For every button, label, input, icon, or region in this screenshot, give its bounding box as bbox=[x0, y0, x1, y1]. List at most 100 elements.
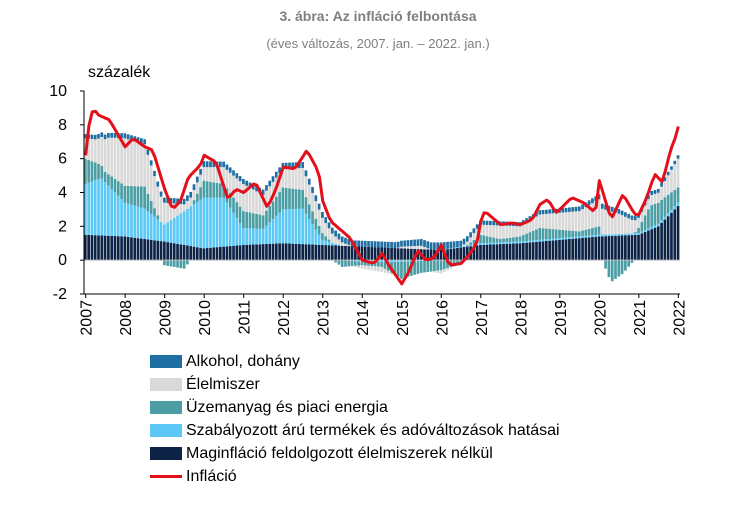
bar-segment bbox=[436, 249, 440, 261]
bar-segment bbox=[212, 161, 216, 168]
bar-segment bbox=[676, 158, 680, 188]
bar-segment bbox=[367, 265, 370, 270]
bar-segment bbox=[321, 211, 324, 218]
legend-swatch-fuel-energy bbox=[150, 401, 182, 414]
legend-label-regulated: Szabályozott árú termékek és adóváltozás… bbox=[186, 421, 560, 439]
bar-segment bbox=[215, 167, 219, 183]
bar-segment bbox=[508, 237, 512, 242]
bar-segment bbox=[663, 216, 667, 220]
x-tick-label: 2007 bbox=[79, 300, 96, 336]
bar-segment bbox=[143, 139, 146, 145]
bar-segment bbox=[327, 222, 331, 229]
bar-segment bbox=[84, 134, 87, 139]
bar-segment bbox=[577, 236, 581, 239]
bar-segment bbox=[222, 161, 225, 168]
bar-segment bbox=[518, 226, 522, 237]
bar-segment bbox=[436, 242, 440, 250]
bar-segment bbox=[604, 234, 607, 237]
bar-segment bbox=[403, 260, 407, 262]
bar-segment bbox=[498, 244, 502, 261]
bar-segment bbox=[380, 260, 384, 262]
bar-segment bbox=[317, 234, 321, 245]
bar-segment bbox=[650, 194, 654, 206]
bar-segment bbox=[205, 161, 209, 168]
bar-segment bbox=[159, 191, 163, 197]
bar-segment bbox=[650, 226, 654, 230]
bar-segment bbox=[182, 244, 186, 261]
bar-segment bbox=[433, 271, 436, 273]
bar-segment bbox=[149, 160, 153, 166]
bar-segment bbox=[87, 234, 90, 261]
bar-segment bbox=[436, 260, 440, 271]
bar-segment bbox=[409, 239, 413, 247]
bar-segment bbox=[571, 207, 575, 212]
bar-segment bbox=[377, 266, 380, 272]
y-tick-label: 6 bbox=[58, 151, 67, 168]
bar-segment bbox=[97, 235, 100, 261]
bar-segment bbox=[633, 215, 637, 221]
bar-segment bbox=[212, 167, 216, 183]
bar-segment bbox=[219, 183, 222, 198]
bar-segment bbox=[469, 244, 472, 247]
bar-segment bbox=[479, 244, 482, 261]
bar-segment bbox=[225, 202, 229, 247]
bar-segment bbox=[248, 187, 252, 213]
x-tick-label: 2015 bbox=[395, 300, 412, 336]
bar-segment bbox=[116, 195, 120, 237]
bar-segment bbox=[281, 209, 285, 244]
bar-segment bbox=[265, 210, 268, 226]
bar-segment bbox=[505, 242, 509, 244]
bar-segment bbox=[107, 137, 110, 175]
bar-segment bbox=[334, 230, 337, 237]
legend-swatch-inflation bbox=[150, 475, 182, 478]
bar-segment bbox=[650, 191, 654, 195]
y-tick-label: 0 bbox=[58, 252, 67, 269]
bar-segment bbox=[587, 200, 591, 206]
chart-subtitle: (éves változás, 2007. jan. – 2022. jan.) bbox=[266, 36, 490, 51]
bar-segment bbox=[166, 260, 170, 266]
bar-segment bbox=[307, 178, 311, 185]
bar-segment bbox=[666, 194, 670, 214]
bar-segment bbox=[558, 212, 561, 230]
bar-segment bbox=[525, 240, 528, 243]
bar-segment bbox=[195, 193, 199, 203]
bar-segment bbox=[610, 234, 614, 236]
bar-segment bbox=[581, 230, 584, 237]
bar-segment bbox=[426, 248, 430, 250]
bar-segment bbox=[235, 202, 239, 218]
bar-segment bbox=[647, 209, 650, 229]
bar-segment bbox=[544, 239, 548, 241]
bar-segment bbox=[357, 261, 360, 266]
bar-segment bbox=[97, 134, 100, 139]
bar-segment bbox=[587, 205, 591, 229]
bar-segment bbox=[577, 211, 581, 232]
bar-segment bbox=[495, 225, 499, 239]
bar-segment bbox=[143, 239, 146, 261]
bar-segment bbox=[245, 180, 249, 186]
bar-segment bbox=[462, 247, 466, 261]
bar-segment bbox=[261, 189, 265, 196]
bar-segment bbox=[163, 241, 166, 261]
bar-segment bbox=[179, 204, 183, 214]
bar-segment bbox=[396, 241, 400, 248]
bar-segment bbox=[604, 236, 607, 261]
bar-segment bbox=[222, 197, 225, 247]
bar-segment bbox=[670, 169, 673, 193]
bar-segment bbox=[373, 247, 377, 261]
bar-segment bbox=[637, 233, 640, 235]
bar-segment bbox=[449, 266, 453, 269]
bar-segment bbox=[186, 200, 189, 209]
bar-segment bbox=[215, 182, 219, 198]
bar-segment bbox=[462, 244, 466, 247]
bar-segment bbox=[512, 243, 515, 261]
bar-segment bbox=[508, 241, 512, 244]
bar-segment bbox=[360, 246, 364, 261]
bar-segment bbox=[386, 270, 390, 274]
bar-segment bbox=[163, 202, 166, 225]
bar-segment bbox=[630, 260, 634, 263]
bar-segment bbox=[465, 241, 469, 245]
bar-segment bbox=[321, 233, 324, 240]
bar-segment bbox=[100, 137, 104, 166]
bar-segment bbox=[350, 246, 354, 261]
bar-segment bbox=[166, 222, 170, 243]
